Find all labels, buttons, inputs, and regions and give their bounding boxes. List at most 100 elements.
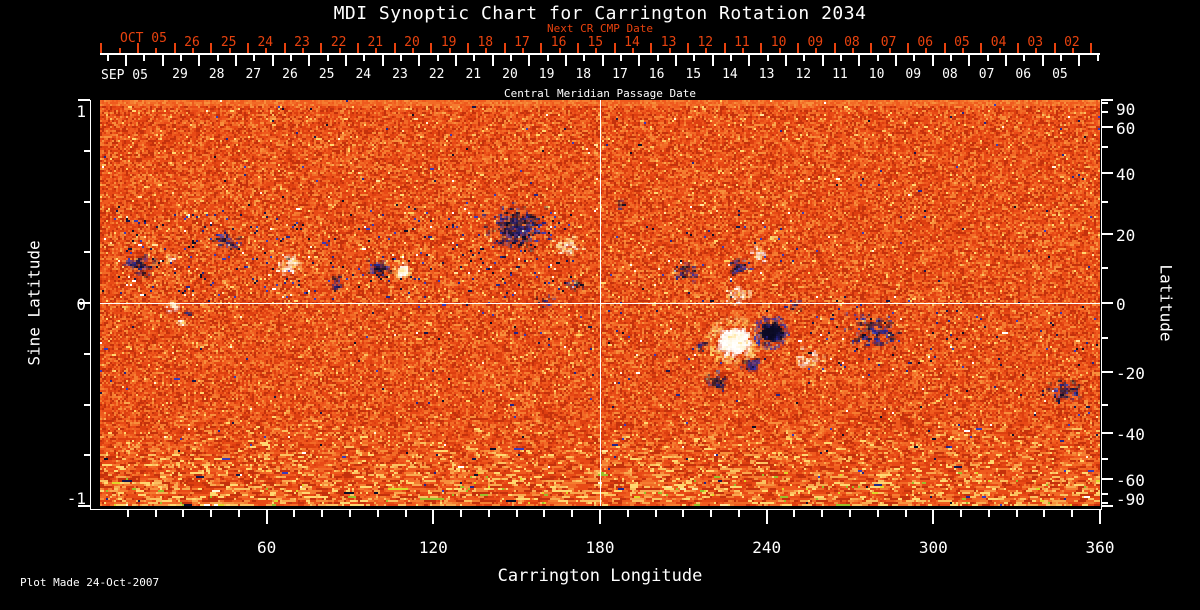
next-cr-month-label: OCT 05 [120,31,167,46]
next-cr-day-tick [430,43,433,53]
longitude-tick-label: 180 [585,538,615,557]
next-cr-day-label: 17 [514,35,530,50]
cmp-day-tick [161,55,164,66]
cmp-day-tick [528,55,531,66]
cmp-halfday-tick [180,55,182,61]
next-cr-halfday-tick [888,48,891,53]
cmp-halfday-tick [363,55,366,61]
next-cr-day-label: 25 [220,35,237,50]
next-cr-day-tick [723,43,726,53]
cmp-day-tick [564,55,567,66]
next-cr-day-label: 22 [330,35,347,50]
next-cr-day-label: 21 [367,35,384,50]
next-cr-halfday-tick [851,48,854,53]
next-cr-day-tick [1090,43,1093,53]
longitude-minor-tick [960,509,963,517]
next-cr-day-tick [943,43,946,53]
next-cr-halfday-tick [411,48,414,53]
next-cr-halfday-tick [778,48,781,53]
longitude-tick-label: 60 [257,538,277,557]
next-cr-day-label: 18 [477,35,494,50]
cmp-day-tick [418,55,421,66]
right-axis-line [1101,100,1102,510]
top-date-axis-line [100,53,1100,55]
cmp-day-label: 05 [1052,67,1068,82]
longitude-minor-tick [987,509,990,517]
x-axis-label: Carrington Longitude [497,566,703,586]
cmp-day-tick [198,55,201,66]
latitude-tick-label: -20 [1116,364,1145,384]
next-cr-halfday-tick [668,48,671,53]
longitude-major-tick [932,509,935,524]
cmp-day-tick [894,55,897,66]
next-cr-halfday-tick [595,48,598,53]
next-cr-day-tick [540,43,543,53]
sine-lat-tick-label: 1 [76,102,86,121]
latitude-tick-label: 60 [1116,119,1136,139]
longitude-tick-label: 120 [418,538,448,557]
cmp-day-tick [344,55,347,66]
latitude-tick-label: 40 [1116,164,1136,184]
latitude-tick-label: 0 [1116,295,1126,314]
longitude-major-tick [765,509,768,524]
cmp-day-label: 10 [868,67,885,82]
next-cr-day-label: 05 [954,35,970,50]
next-cr-day-label: 07 [880,35,897,50]
cmp-day-tick [491,55,494,66]
longitude-minor-tick [1015,509,1018,517]
latitude-major-tick [1101,126,1113,129]
longitude-minor-tick [821,509,824,517]
cmp-day-label: 19 [538,67,555,82]
latitude-minor-tick [1101,501,1108,504]
next-cr-day-tick [246,43,249,53]
cmp-halfday-tick [913,55,916,61]
next-cr-day-label: 14 [624,35,640,50]
next-cr-day-label: 15 [587,35,604,50]
next-cr-day-tick [466,43,469,53]
next-cr-day-label: 11 [734,35,750,50]
next-cr-halfday-tick [301,48,304,53]
next-cr-day-label: 02 [1064,35,1080,50]
cmp-halfday-tick [509,55,512,61]
next-cr-halfday-tick [961,48,964,53]
cmp-halfday-tick [436,55,439,61]
cmp-day-label: 18 [575,67,592,82]
next-cr-halfday-tick [521,48,524,53]
next-cr-halfday-tick [925,48,928,53]
longitude-minor-tick [876,509,879,517]
longitude-minor-tick [543,509,546,517]
next-cr-day-label: 06 [917,35,934,50]
cmp-day-tick [674,55,677,66]
next-cr-day-tick [980,43,983,53]
next-cr-day-label: 10 [770,35,787,50]
next-cr-halfday-tick [485,48,488,53]
latitude-minor-tick [1101,102,1108,105]
next-cr-halfday-tick [118,48,121,53]
longitude-minor-tick [182,509,185,517]
sine-lat-minor-tick [84,403,90,406]
longitude-major-tick [1099,509,1101,524]
longitude-minor-tick [376,509,379,517]
cmp-day-label: 29 [172,67,188,82]
longitude-minor-tick [293,509,296,517]
next-cr-day-label: 20 [404,35,420,50]
cmp-day-label: 11 [832,67,848,82]
latitude-minor-tick [1101,492,1108,495]
next-cr-day-label: 09 [807,35,824,50]
latitude-tick-label: 90 [1116,100,1136,119]
next-cr-halfday-tick [998,48,1001,53]
sine-lat-major-tick [78,302,90,304]
cmp-day-label: 23 [392,67,408,82]
longitude-minor-tick [487,509,490,517]
longitude-minor-tick [571,509,574,517]
cmp-halfday-tick [326,55,329,61]
next-cr-day-label: 24 [257,35,274,50]
next-cr-day-tick [613,43,616,53]
cmp-day-tick [638,55,641,66]
cmp-day-tick [784,55,787,66]
plot-made-label: Plot Made 24-Oct-2007 [20,576,160,589]
next-cr-day-tick [503,43,506,53]
latitude-major-tick [1101,477,1113,480]
sine-lat-minor-tick [84,454,90,457]
